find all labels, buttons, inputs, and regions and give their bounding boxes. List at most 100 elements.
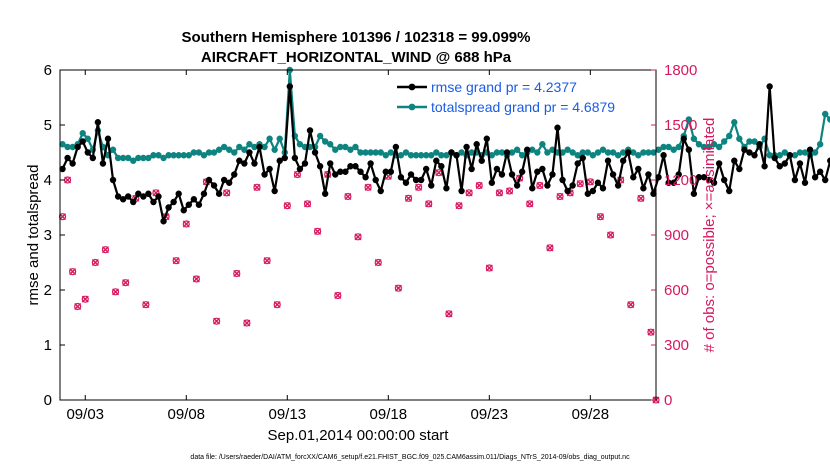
totalspread-point xyxy=(458,149,465,156)
obs-assimilated-marker xyxy=(142,301,150,309)
rmse-point xyxy=(357,168,364,175)
obs-assimilated-marker xyxy=(435,169,443,177)
obs-assimilated-stroke xyxy=(152,189,160,197)
totalspread-point xyxy=(488,152,496,159)
obs-assimilated-stroke xyxy=(405,194,413,202)
rmse-point xyxy=(220,176,228,184)
rmse-point xyxy=(801,179,809,186)
rmse-point xyxy=(94,119,102,126)
rmse-point xyxy=(675,171,682,178)
obs-possible-marker xyxy=(223,189,231,197)
obs-assimilated-stroke xyxy=(243,319,251,327)
totalspread-point xyxy=(726,132,733,140)
rmse-point xyxy=(84,149,91,156)
rmse-point xyxy=(483,135,490,142)
obs-possible-marker xyxy=(313,227,322,235)
rmse-point xyxy=(347,163,354,170)
rmse-point xyxy=(614,182,622,189)
totalspread-point xyxy=(357,149,364,156)
left-y-tick-label: 4 xyxy=(44,172,52,189)
rmse-point xyxy=(513,182,521,189)
obs-possible-marker xyxy=(596,213,605,221)
rmse-point xyxy=(64,154,71,162)
totalspread-point xyxy=(493,149,501,156)
totalspread-point xyxy=(544,149,551,156)
rmse-point xyxy=(296,165,304,173)
rmse-point xyxy=(645,171,652,178)
totalspread-point xyxy=(564,146,571,153)
rmse-point xyxy=(488,179,496,186)
obs-possible-marker xyxy=(354,233,362,241)
obs-assimilated-stroke xyxy=(213,317,221,325)
obs-assimilated-stroke xyxy=(223,189,231,197)
rmse-point xyxy=(99,160,107,167)
obs-assimilated-stroke xyxy=(526,200,534,208)
rmse-point xyxy=(736,165,743,173)
obs-assimilated-stroke xyxy=(101,246,109,254)
rmse-point xyxy=(109,176,117,184)
rmse-point xyxy=(524,146,531,153)
rmse-point xyxy=(185,201,192,208)
totalspread-point xyxy=(751,138,758,145)
rmse-point xyxy=(422,165,430,173)
right-y-tick-label: 600 xyxy=(664,282,689,299)
obs-assimilated-marker xyxy=(415,183,423,191)
obs-assimilated-marker xyxy=(485,264,493,272)
rmse-point xyxy=(503,149,511,156)
obs-possible-marker xyxy=(91,258,99,267)
obs-assimilated-marker xyxy=(101,246,109,254)
obs-assimilated-stroke xyxy=(465,189,473,197)
rmse-point xyxy=(655,174,662,181)
rmse-point xyxy=(640,185,647,192)
totalspread-point xyxy=(438,152,445,159)
obs-assimilated-stroke xyxy=(172,257,180,265)
totalspread-point xyxy=(246,141,253,148)
obs-possible-marker xyxy=(344,192,352,201)
obs-assimilated-stroke xyxy=(495,189,503,197)
plot-area xyxy=(58,66,830,404)
totalspread-point xyxy=(195,149,203,156)
totalspread-point xyxy=(150,152,157,159)
rmse-point xyxy=(630,174,637,181)
obs-possible-marker xyxy=(233,269,241,278)
rmse-point xyxy=(756,141,763,148)
rmse-point xyxy=(448,149,455,156)
right-y-tick-label: 300 xyxy=(664,337,689,354)
obs-assimilated-stroke xyxy=(192,275,200,283)
rmse-point xyxy=(766,83,773,90)
rmse-point xyxy=(306,127,314,134)
rmse-point xyxy=(796,160,804,167)
totalspread-point xyxy=(574,152,581,159)
obs-assimilated-stroke xyxy=(647,328,655,336)
x-tick-label: 09/18 xyxy=(370,406,408,423)
rmse-point xyxy=(695,174,703,181)
rmse-point xyxy=(79,138,86,145)
obs-assimilated-stroke xyxy=(485,264,493,272)
totalspread-point xyxy=(316,132,324,140)
rmse-point xyxy=(428,182,435,189)
left-y-tick-label: 6 xyxy=(44,62,52,79)
totalspread-point xyxy=(332,146,339,153)
totalspread-point xyxy=(614,152,622,159)
rmse-point xyxy=(337,168,344,175)
obs-assimilated-stroke xyxy=(374,259,382,266)
obs-possible-marker xyxy=(526,200,534,208)
totalspread-point xyxy=(827,116,830,123)
rmse-point xyxy=(498,171,506,178)
totalspread-point xyxy=(690,135,698,142)
rmse-point xyxy=(690,190,698,197)
rmse-point xyxy=(402,179,410,186)
rmse-point xyxy=(327,160,334,167)
obs-assimilated-marker xyxy=(59,213,67,221)
rmse-point xyxy=(372,176,379,184)
rmse-point xyxy=(619,157,627,164)
obs-possible-marker xyxy=(455,202,463,210)
totalspread-point xyxy=(443,152,450,159)
totalspread-point xyxy=(145,154,152,162)
obs-possible-marker xyxy=(122,279,130,287)
rmse-point xyxy=(539,165,546,173)
rmse-point xyxy=(246,149,253,156)
rmse-point xyxy=(231,171,238,178)
obs-possible-marker xyxy=(172,257,180,265)
obs-possible-marker xyxy=(495,189,504,197)
